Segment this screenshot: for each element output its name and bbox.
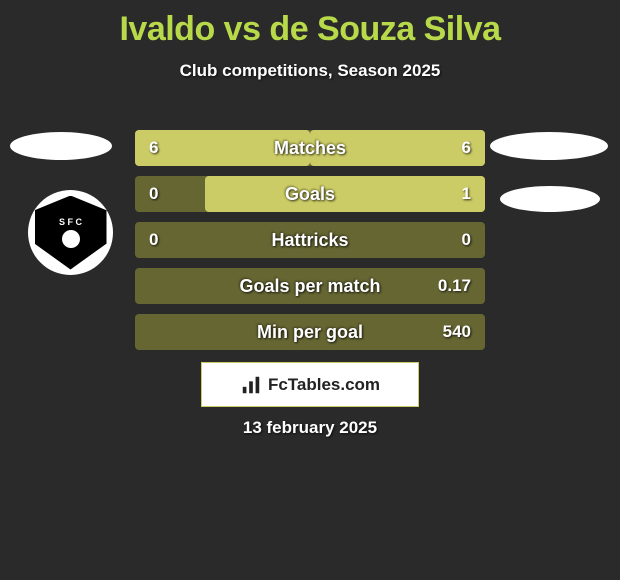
stat-value-right: 1 (462, 184, 471, 204)
stat-value-right: 6 (462, 138, 471, 158)
stat-label: Matches (274, 138, 346, 159)
stat-value-right: 0 (462, 230, 471, 250)
fctables-watermark: FcTables.com (201, 362, 419, 407)
stat-row: 0 0 Hattricks (135, 222, 485, 258)
date-label: 13 february 2025 (0, 418, 620, 438)
player-right-photo-placeholder (490, 132, 608, 160)
stat-row: 6 6 Matches (135, 130, 485, 166)
stat-label: Goals (285, 184, 335, 205)
title: Ivaldo vs de Souza Silva (0, 10, 620, 49)
fctables-label: FcTables.com (268, 375, 380, 395)
stats-panel: 6 6 Matches 0 1 Goals 0 0 Hattricks 0.17 Goals per… (135, 130, 485, 360)
stat-label: Min per goal (257, 322, 363, 343)
player-left-photo-placeholder (10, 132, 112, 160)
comparison-card: Ivaldo vs de Souza Silva Club competitio… (0, 10, 620, 81)
team-right-logo-placeholder (500, 186, 600, 212)
stat-bar-fill-right (205, 176, 485, 212)
santos-shield-icon: S F C (35, 196, 107, 270)
stat-value-left: 0 (149, 184, 158, 204)
stat-row: 0.17 Goals per match (135, 268, 485, 304)
stat-value-left: 0 (149, 230, 158, 250)
team-left-logo-santos: S F C (28, 190, 113, 275)
stat-label: Hattricks (271, 230, 348, 251)
subtitle: Club competitions, Season 2025 (0, 61, 620, 81)
stat-value-right: 0.17 (438, 276, 471, 296)
santos-shield-text: S F C (59, 218, 82, 227)
stat-row: 540 Min per goal (135, 314, 485, 350)
stat-label: Goals per match (239, 276, 380, 297)
stat-value-left: 6 (149, 138, 158, 158)
stat-row: 0 1 Goals (135, 176, 485, 212)
santos-ball-icon (62, 230, 80, 248)
stat-value-right: 540 (443, 322, 471, 342)
fctables-bar-icon (240, 374, 262, 396)
